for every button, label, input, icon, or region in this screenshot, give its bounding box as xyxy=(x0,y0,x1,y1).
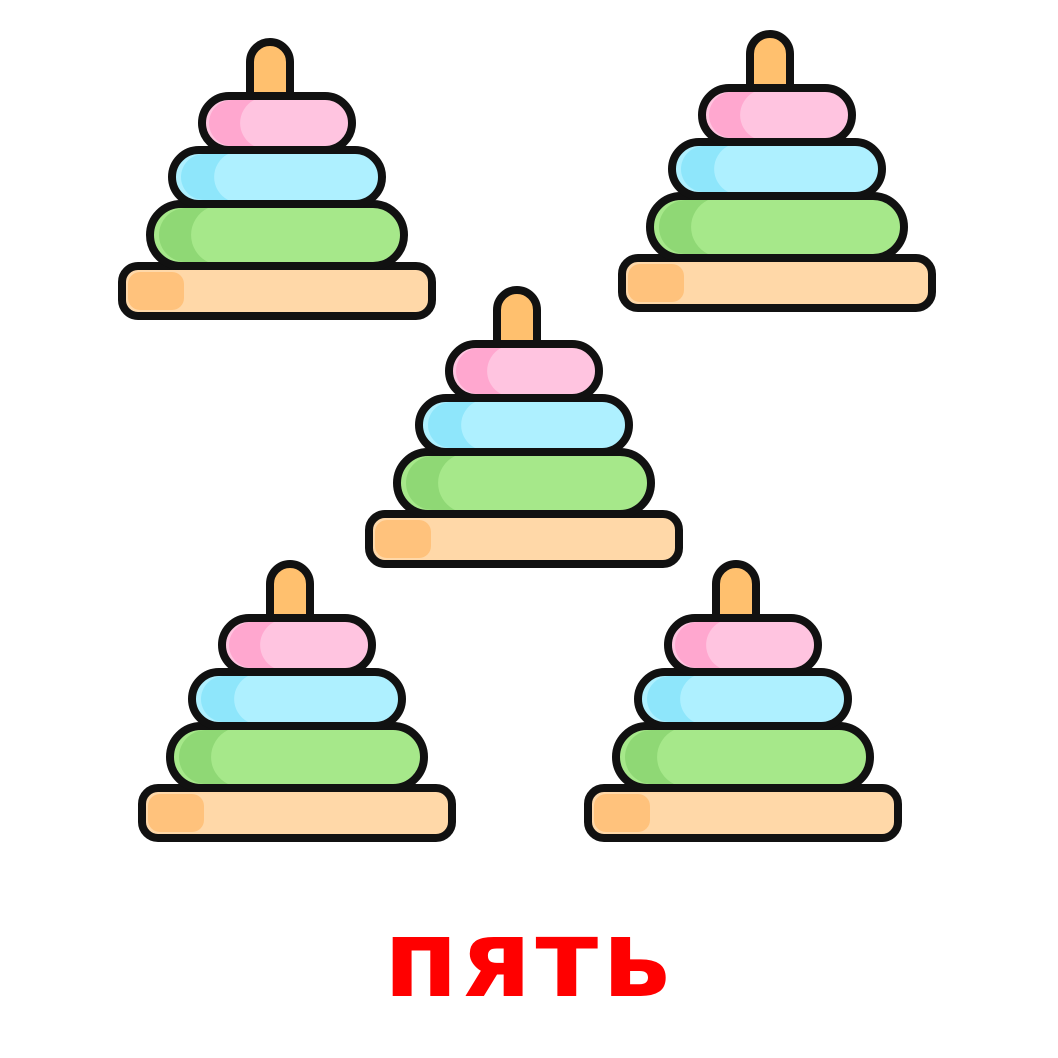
stacking-rings-pyramid-icon xyxy=(608,26,948,316)
stacking-rings-pyramid-icon xyxy=(574,556,914,846)
stacking-rings-pyramid-icon xyxy=(108,34,448,324)
stacking-rings-pyramid-icon xyxy=(128,556,468,846)
stacking-rings-pyramid-icon xyxy=(355,282,695,572)
number-word-caption: пять xyxy=(383,897,675,1022)
